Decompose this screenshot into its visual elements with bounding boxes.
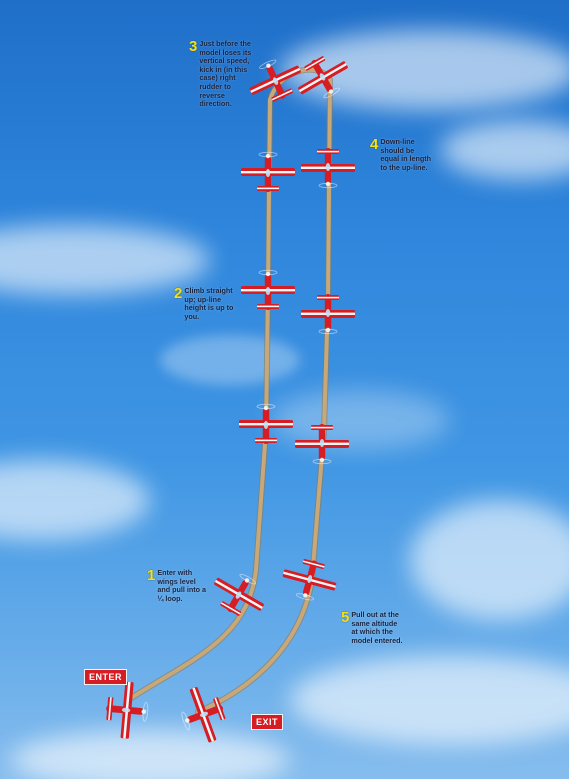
step-text: Climb straight up; up-line height is up … — [184, 286, 234, 321]
airplane-icon — [240, 151, 296, 193]
step-2-callout: 2 Climb straight up; up-line height is u… — [174, 285, 236, 321]
step-4-callout: 4 Down-line should be equal in length to… — [370, 136, 432, 172]
enter-label: ENTER — [84, 669, 128, 685]
cloud — [0, 30, 569, 779]
airplane-icon — [300, 293, 356, 335]
step-1-callout: 1 Enter with wings level and pull into a… — [147, 567, 209, 603]
airplane-icon — [300, 147, 356, 189]
step-text: Enter with wings level and pull into a ¼… — [157, 568, 207, 603]
step-number: 1 — [147, 567, 156, 584]
step-text: Down-line should be equal in length to t… — [380, 137, 432, 172]
step-3-callout: 3 Just before the model loses its vertic… — [189, 38, 252, 109]
step-number: 4 — [370, 136, 379, 153]
smoke-trail — [125, 66, 334, 715]
exit-label: EXIT — [251, 714, 284, 730]
step-text: Pull out at the same altitude at which t… — [351, 610, 403, 645]
step-5-callout: 5 Pull out at the same altitude at which… — [341, 609, 403, 645]
step-number: 3 — [189, 38, 198, 55]
step-number: 5 — [341, 609, 350, 626]
airplane-icon — [240, 269, 296, 311]
step-number: 2 — [174, 285, 183, 302]
step-text: Just before the model loses its vertical… — [199, 39, 252, 109]
